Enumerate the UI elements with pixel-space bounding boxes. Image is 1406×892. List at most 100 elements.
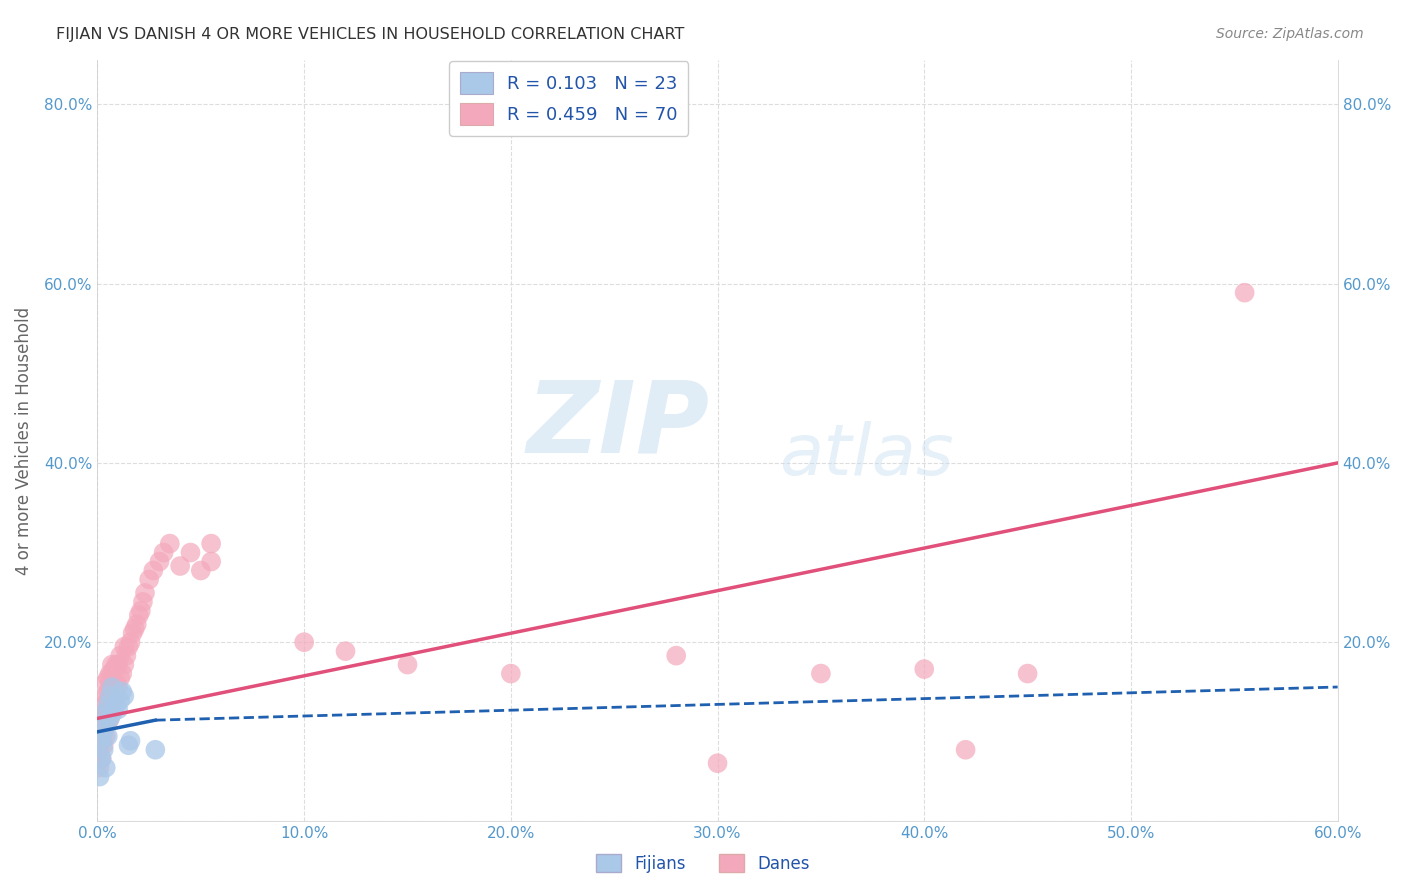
- Point: [143, 743, 166, 757]
- Point: [132, 595, 155, 609]
- Point: [107, 657, 129, 672]
- Point: [159, 536, 181, 550]
- Point: [128, 608, 150, 623]
- Point: [706, 756, 728, 771]
- Point: [94, 689, 117, 703]
- Point: [499, 666, 522, 681]
- Point: [97, 684, 120, 698]
- Point: [117, 739, 139, 753]
- Point: [810, 666, 832, 681]
- Point: [138, 573, 160, 587]
- Point: [98, 689, 121, 703]
- Point: [169, 559, 191, 574]
- Point: [90, 752, 112, 766]
- Point: [94, 729, 117, 743]
- Point: [97, 729, 120, 743]
- Point: [101, 657, 124, 672]
- Point: [89, 761, 111, 775]
- Text: ZIP: ZIP: [527, 376, 710, 474]
- Point: [107, 702, 129, 716]
- Point: [912, 662, 935, 676]
- Point: [190, 564, 212, 578]
- Point: [112, 689, 135, 703]
- Point: [148, 555, 170, 569]
- Legend: R = 0.103   N = 23, R = 0.459   N = 70: R = 0.103 N = 23, R = 0.459 N = 70: [449, 61, 689, 136]
- Point: [93, 743, 115, 757]
- Text: atlas: atlas: [779, 421, 953, 491]
- Point: [117, 640, 139, 654]
- Point: [89, 743, 111, 757]
- Point: [134, 586, 156, 600]
- Text: FIJIAN VS DANISH 4 OR MORE VEHICLES IN HOUSEHOLD CORRELATION CHART: FIJIAN VS DANISH 4 OR MORE VEHICLES IN H…: [56, 27, 685, 42]
- Point: [142, 564, 165, 578]
- Point: [98, 666, 121, 681]
- Point: [97, 698, 120, 712]
- Point: [90, 752, 112, 766]
- Point: [200, 536, 222, 550]
- Point: [97, 693, 120, 707]
- Point: [93, 724, 115, 739]
- Point: [90, 733, 112, 747]
- Point: [112, 640, 135, 654]
- Point: [1233, 285, 1256, 300]
- Point: [120, 635, 142, 649]
- Point: [98, 675, 121, 690]
- Point: [101, 706, 124, 721]
- Point: [292, 635, 315, 649]
- Point: [105, 689, 128, 703]
- Point: [94, 715, 117, 730]
- Point: [105, 675, 128, 690]
- Point: [108, 671, 131, 685]
- Point: [396, 657, 419, 672]
- Point: [105, 657, 128, 672]
- Point: [89, 770, 111, 784]
- Point: [107, 680, 129, 694]
- Point: [111, 666, 134, 681]
- Point: [111, 684, 134, 698]
- Point: [335, 644, 357, 658]
- Legend: Fijians, Danes: Fijians, Danes: [589, 847, 817, 880]
- Point: [124, 622, 146, 636]
- Point: [200, 555, 222, 569]
- Point: [94, 761, 117, 775]
- Point: [103, 693, 125, 707]
- Point: [94, 675, 117, 690]
- Point: [98, 689, 121, 703]
- Point: [152, 545, 174, 559]
- Point: [179, 545, 201, 559]
- Point: [93, 720, 115, 734]
- Point: [108, 648, 131, 663]
- Point: [101, 702, 124, 716]
- Y-axis label: 4 or more Vehicles in Household: 4 or more Vehicles in Household: [15, 307, 32, 574]
- Point: [125, 617, 148, 632]
- Point: [93, 698, 115, 712]
- Point: [115, 648, 138, 663]
- Point: [101, 680, 124, 694]
- Point: [90, 706, 112, 721]
- Point: [665, 648, 688, 663]
- Point: [98, 711, 121, 725]
- Point: [112, 657, 135, 672]
- Point: [98, 711, 121, 725]
- Point: [1017, 666, 1039, 681]
- Point: [90, 733, 112, 747]
- Point: [955, 743, 977, 757]
- Point: [93, 739, 115, 753]
- Point: [103, 702, 125, 716]
- Text: Source: ZipAtlas.com: Source: ZipAtlas.com: [1216, 27, 1364, 41]
- Point: [94, 706, 117, 721]
- Point: [90, 724, 112, 739]
- Point: [97, 715, 120, 730]
- Point: [101, 684, 124, 698]
- Point: [103, 680, 125, 694]
- Point: [101, 666, 124, 681]
- Point: [93, 711, 115, 725]
- Point: [108, 693, 131, 707]
- Point: [121, 626, 143, 640]
- Point: [103, 662, 125, 676]
- Point: [129, 604, 152, 618]
- Point: [105, 698, 128, 712]
- Point: [93, 706, 115, 721]
- Point: [120, 733, 142, 747]
- Point: [97, 671, 120, 685]
